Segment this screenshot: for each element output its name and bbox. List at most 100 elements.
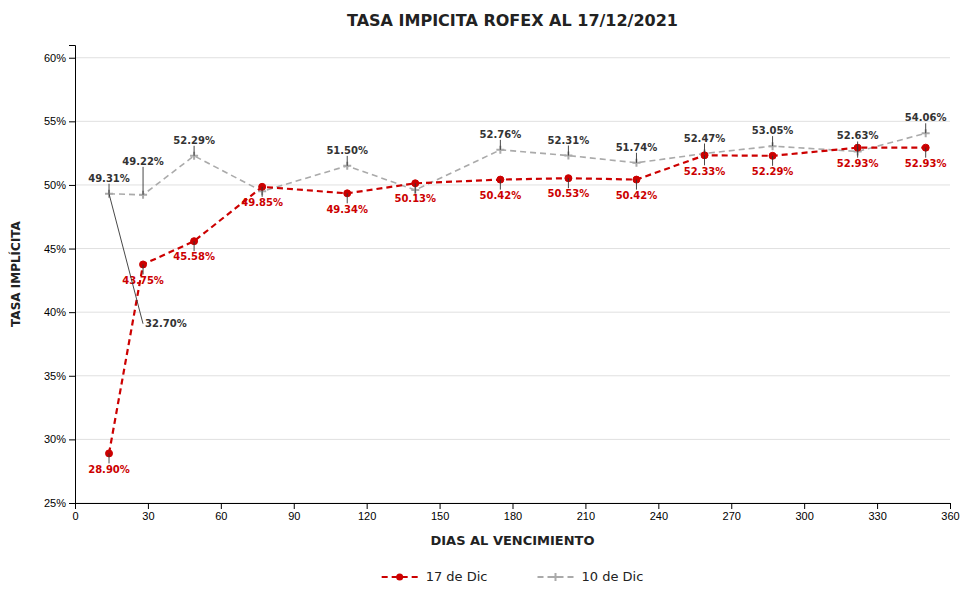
tick-mark xyxy=(69,439,75,440)
tick-label: 240 xyxy=(650,510,668,522)
tick-label: 60% xyxy=(44,52,66,64)
tick-label: 35% xyxy=(44,370,66,382)
data-label: 53.05% xyxy=(752,125,794,136)
data-label: 52.29% xyxy=(173,135,215,146)
leader-line xyxy=(109,184,110,194)
tick-mark xyxy=(585,503,586,509)
tick-mark xyxy=(69,121,75,122)
tick-label: 180 xyxy=(504,510,522,522)
data-label: 52.29% xyxy=(752,166,794,177)
tick-mark xyxy=(69,185,75,186)
data-label: 52.93% xyxy=(905,158,947,169)
data-label: 52.33% xyxy=(684,166,726,177)
grid-line xyxy=(75,184,950,185)
x-tick: 0 xyxy=(72,503,78,522)
leader-line xyxy=(500,180,501,190)
tick-label: 25% xyxy=(44,497,66,509)
series-line xyxy=(109,133,926,195)
tick-label: 60 xyxy=(215,510,227,522)
tick-mark xyxy=(69,249,75,250)
leader-line xyxy=(925,148,926,158)
x-tick: 60 xyxy=(215,503,227,522)
data-label: 50.13% xyxy=(394,193,436,204)
tick-label: 30 xyxy=(142,510,154,522)
series xyxy=(106,144,930,457)
tick-mark xyxy=(69,503,75,504)
tick-mark xyxy=(367,503,368,509)
tick-label: 360 xyxy=(941,510,959,522)
series xyxy=(105,129,930,199)
data-label: 50.42% xyxy=(616,190,658,201)
x-tick: 270 xyxy=(723,503,741,522)
title: TASA IMPICITA ROFEX AL 17/12/2021 xyxy=(347,11,678,30)
leader-line xyxy=(143,167,144,195)
x-tick: 300 xyxy=(795,503,813,522)
data-label: 43.75% xyxy=(122,275,164,286)
legend-marker xyxy=(396,574,403,581)
leader-line xyxy=(194,146,195,156)
tick-label: 270 xyxy=(723,510,741,522)
grid-line xyxy=(75,248,950,249)
tick-mark xyxy=(294,503,295,509)
legend-marker xyxy=(552,573,560,581)
leader-line xyxy=(194,241,195,251)
data-label: 51.74% xyxy=(616,142,658,153)
leader-line xyxy=(568,146,569,156)
tick-label: 0 xyxy=(72,510,78,522)
grid-line xyxy=(75,121,950,122)
tick-label: 45% xyxy=(44,243,66,255)
tick-mark xyxy=(877,503,878,509)
annotation: 32.70% xyxy=(145,318,187,329)
leader-line xyxy=(925,123,926,133)
leader-line xyxy=(772,156,773,166)
legend-label: 17 de Dic xyxy=(426,569,488,584)
leader-line xyxy=(262,187,263,197)
leader-line xyxy=(704,144,705,154)
y-tick: 40% xyxy=(44,306,75,318)
x-tick: 150 xyxy=(431,503,449,522)
y-tick: 45% xyxy=(44,243,75,255)
data-label: 52.76% xyxy=(480,129,522,140)
tick-label: 40% xyxy=(44,306,66,318)
x-tick: 240 xyxy=(650,503,668,522)
legend-entry: 10 de Dic xyxy=(538,569,644,584)
data-label: 52.31% xyxy=(548,135,590,146)
tick-label: 120 xyxy=(358,510,376,522)
data-label: 51.50% xyxy=(326,145,368,156)
y-axis-title: TASA IMPLÍCITA xyxy=(8,220,23,326)
axis-domain xyxy=(76,504,951,510)
x-tick: 330 xyxy=(868,503,886,522)
legend-label: 10 de Dic xyxy=(582,569,644,584)
leader-line xyxy=(109,453,110,463)
x-tick: 30 xyxy=(142,503,154,522)
data-labels: 49.31% 49.22% 52.29% 51.50% 52.76% 52.31% 51.7… xyxy=(88,112,946,474)
tick-label: 90 xyxy=(288,510,300,522)
x-tick: 210 xyxy=(577,503,595,522)
x-tick: 180 xyxy=(504,503,522,522)
grid-line xyxy=(75,57,950,58)
data-label: 50.53% xyxy=(548,188,590,199)
tick-mark xyxy=(69,376,75,377)
tick-label: 55% xyxy=(44,115,66,127)
y-tick: 25% xyxy=(44,497,75,509)
axis-domain xyxy=(69,46,76,504)
leader-line xyxy=(857,148,858,158)
grid-line xyxy=(75,439,950,440)
x-axis-title: DIAS AL VENCIMIENTO xyxy=(430,533,594,548)
tick-mark xyxy=(658,503,659,509)
tick-mark xyxy=(69,58,75,59)
tick-label: 330 xyxy=(868,510,886,522)
data-label: 49.85% xyxy=(241,197,283,208)
data-label: 45.58% xyxy=(173,251,215,262)
plot: 0 30 60 90 120 150 180 210 240 270 300 330 360 25% 30%… xyxy=(44,46,960,522)
tick-mark xyxy=(221,503,222,509)
leader-line xyxy=(500,140,501,150)
y-tick: 30% xyxy=(44,433,75,445)
data-label: 49.22% xyxy=(122,156,164,167)
leader-line xyxy=(636,180,637,190)
leader-line xyxy=(636,153,637,163)
data-label: 49.31% xyxy=(88,173,130,184)
y-tick: 60% xyxy=(44,52,75,64)
tick-mark xyxy=(440,503,441,509)
x-axis: 0 30 60 90 120 150 180 210 240 270 300 330 360 xyxy=(72,503,959,522)
